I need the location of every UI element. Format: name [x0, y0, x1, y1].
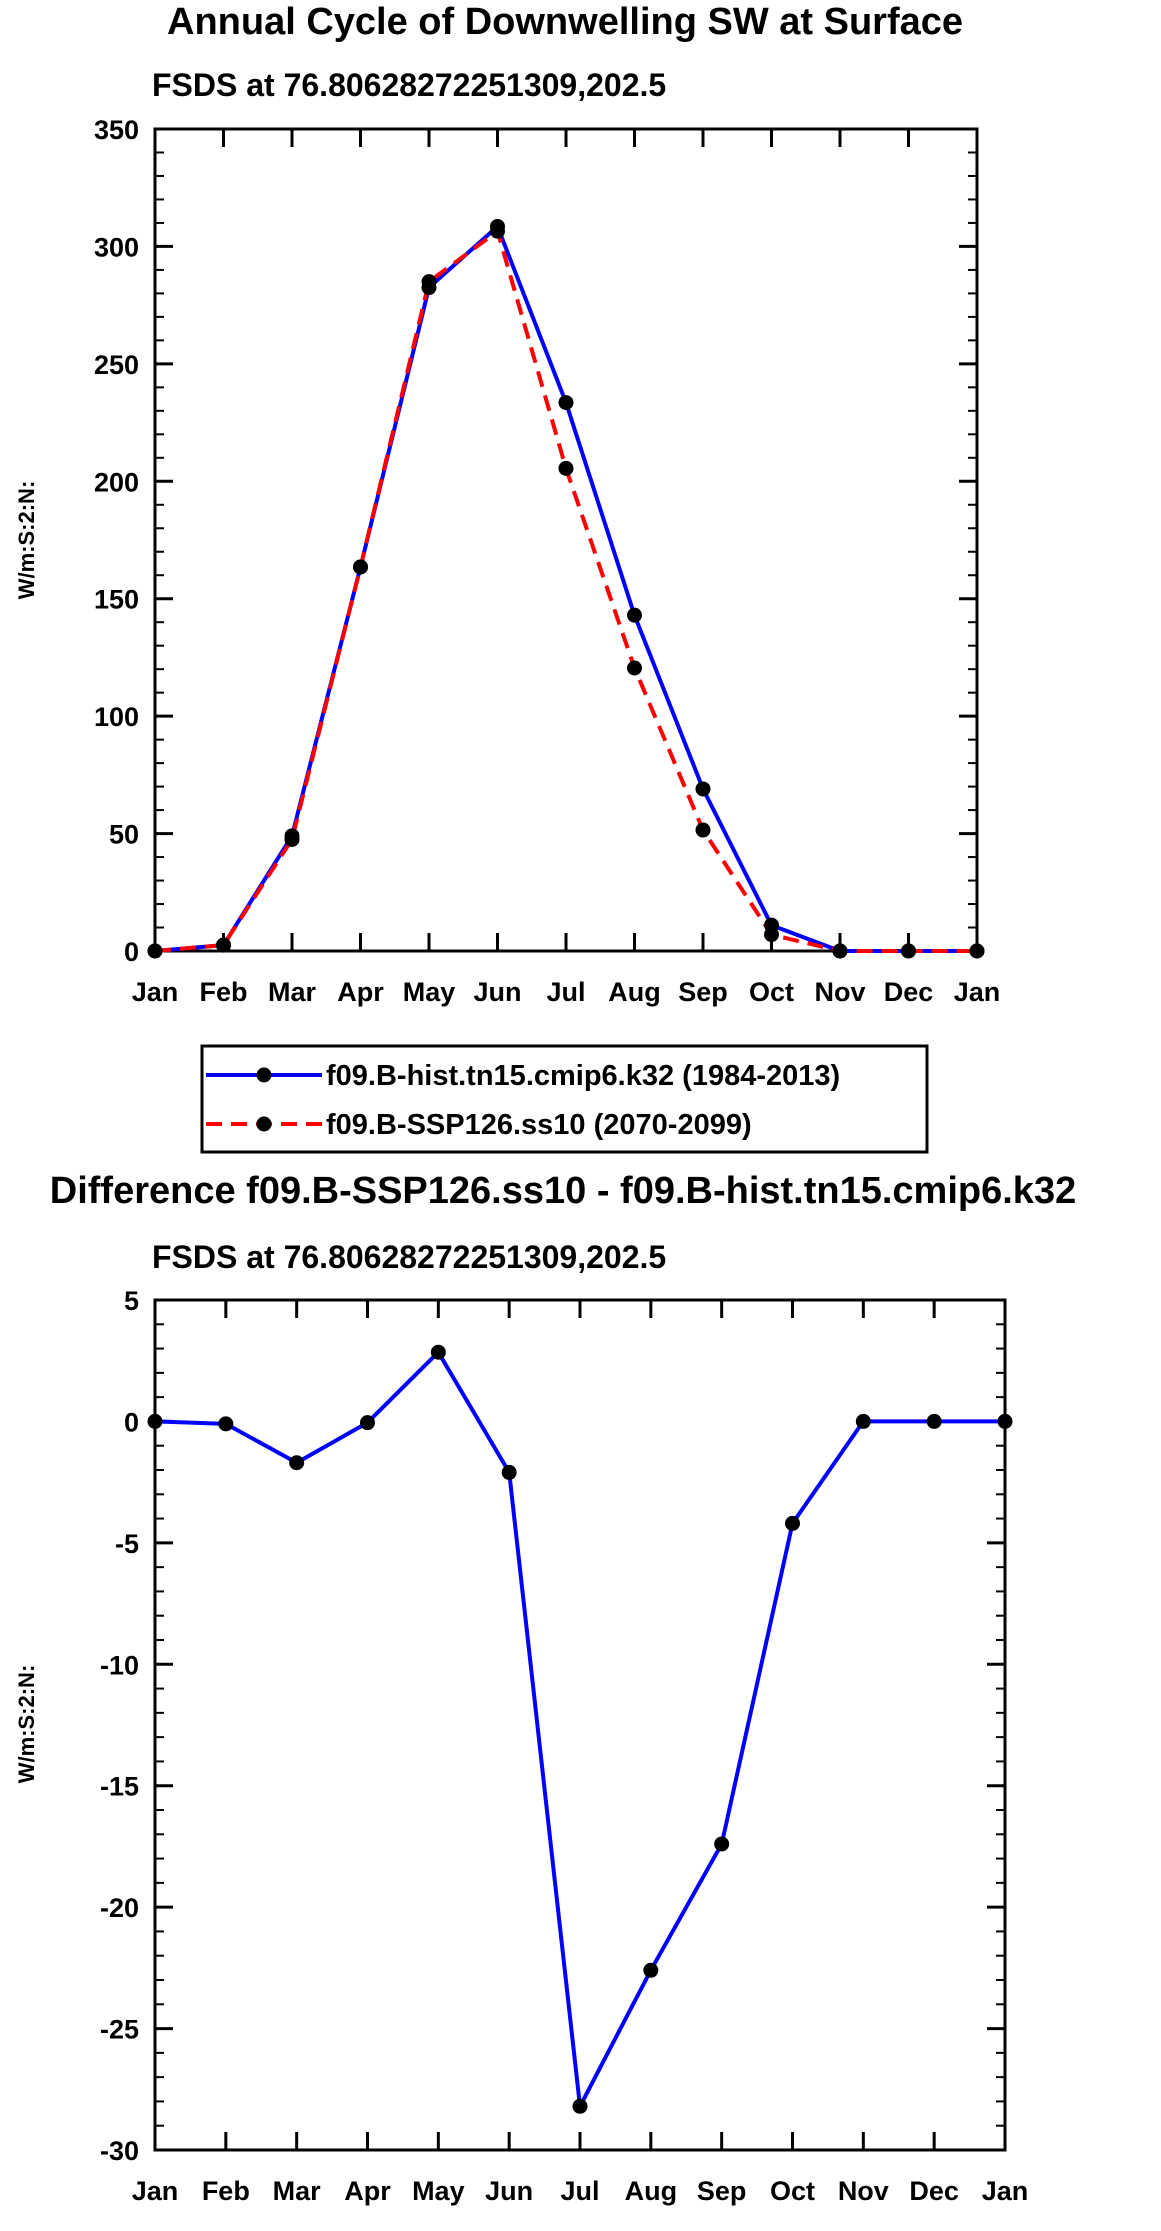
chart2-point-s0-3: [360, 1415, 375, 1431]
legend-label-hist: f09.B-hist.tn15.cmip6.k32 (1984-2013): [326, 1060, 840, 1092]
chart2-title: Difference f09.B-SSP126.ss10 - f09.B-his…: [50, 1170, 1076, 1212]
chart1-xtick-label: Dec: [884, 977, 934, 1007]
chart1-xtick-label: Aug: [608, 977, 660, 1007]
chart2-ytick-label: -10: [100, 1650, 139, 1680]
chart2-plot-frame: [153, 1298, 1007, 2152]
chart1-point-s1-10: [832, 943, 848, 959]
chart1-point-s1-2: [284, 831, 300, 847]
chart1-xtick-label: Jan: [954, 977, 1001, 1007]
chart2-xtick-label: Dec: [909, 2176, 959, 2206]
chart1-point-s1-3: [353, 559, 368, 575]
chart1-ytick-label: 0: [124, 937, 139, 967]
chart2-xtick-label: Nov: [838, 2176, 889, 2206]
chart2-series: [147, 1344, 1013, 2114]
chart1-point-s0-8: [695, 781, 711, 797]
chart1-point-s0-6: [558, 395, 574, 411]
chart2-xtick-label: May: [412, 2176, 465, 2206]
chart1-xtick-label: Nov: [814, 977, 865, 1007]
chart1-point-s1-1: [216, 937, 231, 953]
chart2-xtick-label: Feb: [202, 2176, 250, 2206]
chart2-xtick-label: Jan: [982, 2176, 1029, 2206]
legend-marker-hist: [256, 1067, 272, 1083]
chart2-point-s0-9: [785, 1515, 800, 1531]
chart2-xtick-label: Apr: [344, 2176, 391, 2206]
chart2-xtick-label: Jun: [485, 2176, 533, 2206]
chart1-xtick-label: Jul: [546, 977, 585, 1007]
chart1-series: [147, 218, 985, 959]
chart1-series-line-0: [154, 224, 977, 953]
chart2-point-s0-2: [289, 1455, 305, 1471]
chart2-axes: -30 -25 -20 -15 -10 -5 0 5 Jan Feb Mar Apr May Jun Jul…: [100, 1286, 1028, 2206]
chart2-xtick-label: Oct: [770, 2176, 815, 2206]
chart2-ytick-label: -5: [115, 1529, 139, 1559]
chart2-point-s0-10: [855, 1413, 871, 1429]
legend-label-ssp: f09.B-SSP126.ss10 (2070-2099): [326, 1109, 752, 1141]
chart1-ytick-label: 150: [94, 585, 139, 615]
chart1-legend: f09.B-hist.tn15.cmip6.k32 (1984-2013) f0…: [200, 1044, 929, 1154]
chart2-subtitle: FSDS at 76.80628272251309,202.5: [152, 1239, 666, 1275]
chart1-point-s1-7: [627, 660, 642, 676]
chart2-point-s0-0: [147, 1413, 163, 1429]
chart2-ytick-label: -25: [100, 2015, 139, 2045]
chart1-point-s1-0: [147, 943, 163, 959]
chart2-series-line-0: [154, 1350, 1005, 2109]
chart1-ytick-label: 200: [94, 467, 139, 497]
chart1-point-s1-11: [901, 943, 916, 959]
chart1-xtick-label: May: [403, 977, 456, 1007]
legend-marker-ssp: [256, 1116, 272, 1132]
chart2-xtick-label: Aug: [625, 2176, 677, 2206]
chart1-xtick-label: Feb: [199, 977, 247, 1007]
chart1-ytick-label: 50: [109, 820, 139, 850]
chart2-xtick-label: Jul: [560, 2176, 599, 2206]
chart2-point-s0-7: [643, 1962, 659, 1978]
chart1-point-s1-5: [490, 223, 505, 239]
chart1-ytick-label: 250: [94, 350, 139, 380]
chart2-ytick-label: 0: [124, 1407, 139, 1437]
chart2-xtick-label: Jan: [132, 2176, 179, 2206]
chart2-ytick-label: -30: [100, 2136, 139, 2166]
chart2-point-s0-4: [430, 1344, 446, 1360]
chart1-series-line-1: [154, 229, 977, 953]
chart1-xtick-label: Sep: [678, 977, 728, 1007]
chart1-xtick-label: Jan: [132, 977, 179, 1007]
chart1-xtick-label: Jun: [473, 977, 521, 1007]
chart1-ytick-label: 300: [94, 232, 139, 262]
chart2-point-s0-5: [501, 1464, 517, 1480]
chart1-point-s1-8: [695, 822, 711, 838]
legend-box: [200, 1044, 929, 1154]
chart2-ytick-label: -20: [100, 1893, 139, 1923]
chart1-point-s0-7: [627, 607, 642, 623]
chart2-point-s0-12: [997, 1413, 1013, 1429]
chart1-point-s1-6: [558, 460, 574, 476]
chart2-point-s0-8: [714, 1836, 730, 1852]
chart1-point-s1-4: [421, 274, 437, 290]
chart1-ylabel: W/m:S:2:N:: [14, 481, 39, 600]
chart1-ytick-label: 100: [94, 702, 139, 732]
chart1-subtitle: FSDS at 76.80628272251309,202.5: [152, 67, 666, 103]
chart1-point-s1-9: [764, 927, 779, 943]
chart1-xtick-label: Apr: [337, 977, 384, 1007]
chart2-xtick-label: Mar: [273, 2176, 322, 2206]
chart2-point-s0-11: [926, 1413, 942, 1429]
chart2-point-s0-6: [572, 2098, 588, 2114]
chart2-ytick-label: 5: [124, 1286, 139, 1316]
chart1-ytick-label: 350: [94, 115, 139, 145]
chart2-ylabel: W/m:S:2:N:: [14, 1665, 39, 1784]
chart1-point-s1-12: [969, 943, 985, 959]
chart2-point-s0-1: [218, 1416, 234, 1432]
chart1-axes: 0 50 100 150 200 250 300 350 Jan Feb Mar Apr May Jun J…: [94, 115, 1000, 1007]
chart2-xtick-label: Sep: [697, 2176, 747, 2206]
chart1-plot-frame: [153, 127, 979, 953]
chart1-title: Annual Cycle of Downwelling SW at Surfac…: [167, 1, 963, 43]
chart2-ytick-label: -15: [100, 1772, 139, 1802]
chart1-xtick-label: Oct: [749, 977, 794, 1007]
chart1-xtick-label: Mar: [268, 977, 317, 1007]
